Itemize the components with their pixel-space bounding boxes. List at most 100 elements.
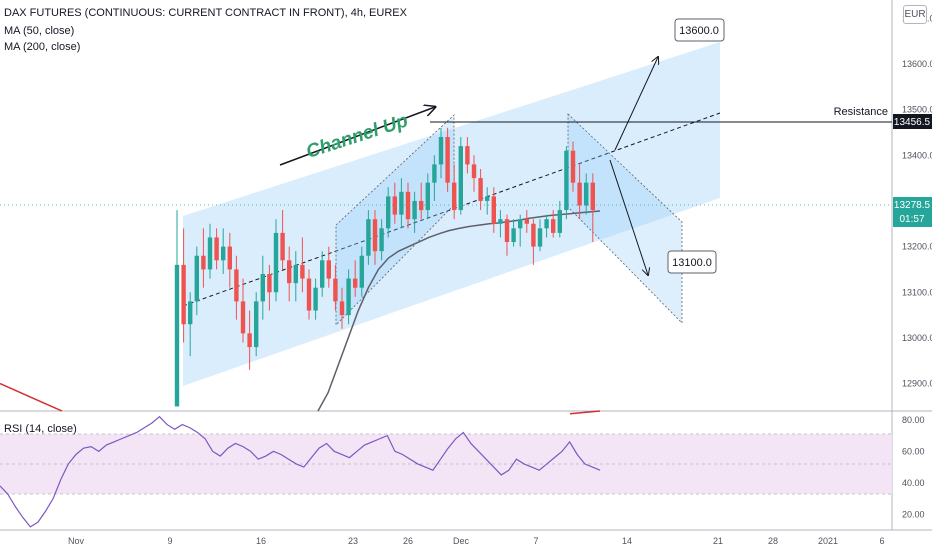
candle[interactable] xyxy=(188,292,193,357)
target-up-label: 13600.0 xyxy=(679,25,719,37)
resistance-badge-value: 13456.5 xyxy=(894,117,931,128)
candle[interactable] xyxy=(339,287,345,329)
candle[interactable] xyxy=(201,228,206,288)
ma50-legend[interactable]: MA (50, close) xyxy=(4,25,75,37)
candle-body xyxy=(544,219,549,229)
candle[interactable] xyxy=(438,127,444,179)
candle-body xyxy=(181,264,186,325)
candle-body xyxy=(293,264,298,284)
candle[interactable] xyxy=(333,264,338,311)
currency-button[interactable]: EUR xyxy=(903,5,927,24)
candle[interactable] xyxy=(590,173,595,243)
target-up-box[interactable] xyxy=(674,18,725,42)
candle[interactable] xyxy=(498,210,503,238)
candle[interactable] xyxy=(478,168,483,211)
price-tick-label: 13400.0 xyxy=(902,150,932,160)
candle[interactable] xyxy=(207,223,213,279)
candle[interactable] xyxy=(518,214,523,247)
candle[interactable] xyxy=(537,219,543,252)
candle[interactable] xyxy=(432,155,437,201)
candle[interactable] xyxy=(379,219,384,261)
candle[interactable] xyxy=(366,210,371,265)
time-tick-label: Nov xyxy=(68,536,85,546)
candle[interactable] xyxy=(504,214,510,256)
candle-body xyxy=(412,200,417,220)
candle[interactable] xyxy=(419,182,424,220)
candle[interactable] xyxy=(346,269,351,325)
candle[interactable] xyxy=(412,191,417,233)
candle[interactable] xyxy=(234,255,239,320)
candle[interactable] xyxy=(372,210,378,265)
candle[interactable] xyxy=(577,164,582,220)
candle[interactable] xyxy=(392,182,397,224)
candle[interactable] xyxy=(471,155,477,192)
candle[interactable] xyxy=(557,200,562,238)
candle[interactable] xyxy=(445,127,450,192)
candle[interactable] xyxy=(458,137,463,215)
candle-body xyxy=(326,260,331,279)
candle[interactable] xyxy=(300,237,305,293)
candle[interactable] xyxy=(465,137,470,174)
ma200-legend[interactable]: MA (200, close) xyxy=(4,41,81,53)
candle-body xyxy=(405,191,411,220)
candle[interactable] xyxy=(570,141,576,192)
candle[interactable] xyxy=(273,219,279,302)
candle[interactable] xyxy=(485,187,490,215)
candle[interactable] xyxy=(491,187,496,233)
candle[interactable] xyxy=(511,219,516,247)
candle[interactable] xyxy=(531,219,536,265)
time-tick-label: 21 xyxy=(713,536,723,546)
candle[interactable] xyxy=(386,187,391,238)
candle[interactable] xyxy=(320,251,325,297)
rsi-line[interactable] xyxy=(0,415,601,528)
candle[interactable] xyxy=(425,173,430,220)
candle[interactable] xyxy=(524,210,529,233)
candle[interactable] xyxy=(306,269,312,320)
target-up-arrow[interactable] xyxy=(614,57,658,151)
candle[interactable] xyxy=(405,182,411,229)
candle[interactable] xyxy=(584,173,589,215)
candle[interactable] xyxy=(214,228,219,270)
symbol-title[interactable]: DAX FUTURES (CONTINUOUS: CURRENT CONTRAC… xyxy=(4,7,407,19)
ma200-line-tail[interactable] xyxy=(569,410,601,415)
candle[interactable] xyxy=(194,246,199,316)
candle[interactable] xyxy=(221,228,226,274)
candle[interactable] xyxy=(260,255,265,320)
candle[interactable] xyxy=(452,164,457,220)
target-down-arrow[interactable] xyxy=(609,159,648,275)
candle-body xyxy=(188,301,193,325)
candle[interactable] xyxy=(254,292,259,357)
candle[interactable] xyxy=(564,146,569,220)
rsi-axis[interactable]: 80.00 60.00 40.00 20.00 xyxy=(902,415,925,519)
price-tick-label: 13100.0 xyxy=(902,287,932,297)
candle[interactable] xyxy=(181,228,186,343)
candle[interactable] xyxy=(240,278,246,343)
candle[interactable] xyxy=(551,210,556,238)
wedge-falling[interactable] xyxy=(567,113,683,324)
candle[interactable] xyxy=(326,246,331,288)
rsi-label: RSI (14, close) xyxy=(4,423,77,435)
ma200-line[interactable] xyxy=(0,382,63,412)
candle[interactable] xyxy=(267,264,272,311)
candle[interactable] xyxy=(227,232,232,288)
candle[interactable] xyxy=(399,178,404,229)
candle[interactable] xyxy=(313,278,318,320)
time-axis[interactable]: Nov 9 16 23 26 Dec 7 14 21 28 2021 6 xyxy=(68,536,885,546)
candle[interactable] xyxy=(359,246,364,297)
candle[interactable] xyxy=(353,260,358,297)
candle-body xyxy=(478,178,483,201)
candle-body xyxy=(458,146,463,211)
target-down-box[interactable] xyxy=(667,250,717,274)
candles[interactable] xyxy=(174,127,595,407)
candle[interactable] xyxy=(280,210,285,270)
candle[interactable] xyxy=(247,310,252,370)
rsi-tick-label: 80.00 xyxy=(902,415,925,425)
candle-body xyxy=(353,278,358,288)
candle[interactable] xyxy=(544,214,549,238)
channel-arrow[interactable] xyxy=(279,107,435,166)
candle[interactable] xyxy=(293,251,298,302)
candle[interactable] xyxy=(174,210,180,407)
time-tick-label: 7 xyxy=(533,536,538,546)
candle[interactable] xyxy=(287,246,292,302)
